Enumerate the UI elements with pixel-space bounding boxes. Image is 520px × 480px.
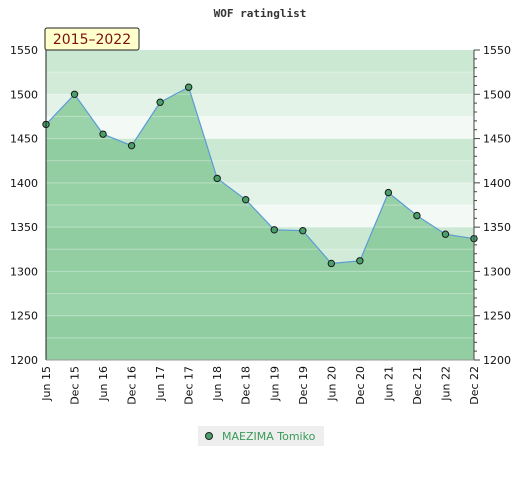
data-point (156, 98, 164, 106)
background-band-dark (46, 50, 474, 95)
x-tick-label: Dec 21 (411, 366, 424, 405)
x-tick-label: Jun 19 (268, 366, 281, 402)
x-tick-label: Dec 16 (126, 366, 139, 405)
data-point (184, 83, 193, 91)
y-tick-labels-left: 1200 1250 1300 1350 1400 1450 1500 1550 (10, 44, 38, 367)
y-tick-label-right: 1300 (483, 265, 511, 278)
data-point (242, 195, 250, 204)
y-tick-label-right: 1400 (483, 177, 511, 190)
x-tick-label: Jun 15 (40, 366, 53, 402)
y-tick-label-left: 1200 (10, 354, 38, 367)
x-tick-label: Jun 16 (97, 366, 110, 402)
y-tick-label-right: 1450 (483, 133, 511, 146)
x-tick-label: Dec 19 (297, 366, 310, 405)
data-point (413, 211, 421, 220)
y-tick-label-right: 1500 (483, 88, 511, 101)
legend-marker (205, 432, 213, 440)
background-band (46, 94, 474, 117)
y-tick-label-left: 1500 (10, 88, 38, 101)
x-tick-label: Dec 17 (183, 366, 196, 405)
y-tick-label-right: 1550 (483, 44, 511, 57)
series-markers (42, 83, 478, 268)
x-tick-label: Dec 22 (468, 366, 481, 405)
data-point (384, 188, 393, 197)
data-point (299, 226, 307, 235)
x-tick-label: Jun 17 (154, 366, 167, 402)
data-point (327, 259, 336, 268)
y-tick-label-right: 1350 (483, 221, 511, 234)
x-tick-label: Dec 18 (240, 366, 253, 405)
y-tick-label-right: 1250 (483, 310, 511, 323)
y-tick-labels-right: 1200 1250 1300 1350 1400 1450 1500 1550 (483, 44, 511, 367)
data-point (441, 230, 450, 238)
series-line (45, 86, 475, 265)
period-badge: 2015–2022 (44, 27, 140, 51)
background-band (46, 116, 474, 139)
data-point (213, 174, 221, 183)
legend[interactable]: MAEZIMA Tomiko (198, 426, 324, 446)
gridlines (46, 71, 474, 361)
legend-box (198, 426, 324, 446)
y-tick-label-left: 1400 (10, 177, 38, 190)
data-point (356, 257, 364, 265)
legend-label: MAEZIMA Tomiko (222, 430, 316, 443)
y-tick-label-left: 1350 (10, 221, 38, 234)
y-tick-label-left: 1550 (10, 44, 38, 57)
x-tick-label: Dec 15 (69, 366, 82, 405)
x-tick-labels: Jun 15 Dec 15 Jun 16 Dec 16 Jun 17 Dec 17 Jun … (40, 366, 481, 405)
x-tick-label: Dec 20 (354, 366, 367, 405)
chart-title: WOF ratinglist (214, 7, 307, 20)
series-area (46, 87, 474, 360)
y-tick-label-left: 1450 (10, 133, 38, 146)
x-tick-label: Jun 18 (211, 366, 224, 402)
x-tick-label: Jun 20 (325, 366, 338, 402)
data-point (127, 141, 136, 150)
y-minor-ticks (474, 49, 480, 361)
x-tick-label: Jun 21 (382, 366, 395, 402)
data-point (99, 130, 107, 138)
period-badge-box (44, 27, 140, 51)
y-tick-label-right: 1200 (483, 354, 511, 367)
period-badge-label: 2015–2022 (53, 32, 131, 48)
y-tick-label-left: 1300 (10, 265, 38, 278)
y-tick-label-left: 1250 (10, 310, 38, 323)
data-point (70, 90, 79, 98)
data-point (270, 226, 278, 234)
x-tick-label: Jun 22 (439, 366, 452, 402)
